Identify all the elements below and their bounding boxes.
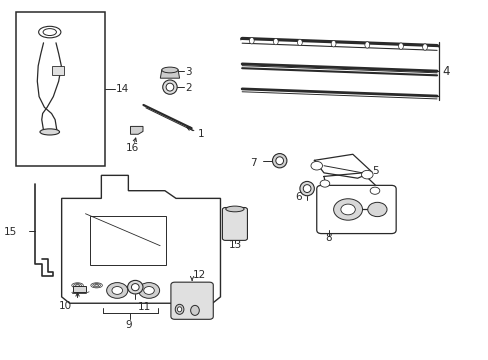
- Circle shape: [143, 287, 154, 294]
- Text: 6: 6: [294, 192, 301, 202]
- Ellipse shape: [422, 44, 427, 50]
- Text: 3: 3: [185, 67, 192, 77]
- Ellipse shape: [297, 39, 302, 46]
- Text: 16: 16: [125, 143, 139, 153]
- Circle shape: [333, 199, 362, 220]
- Polygon shape: [160, 70, 179, 78]
- Ellipse shape: [175, 304, 183, 314]
- FancyBboxPatch shape: [171, 282, 213, 319]
- Ellipse shape: [43, 28, 56, 36]
- Text: 12: 12: [193, 270, 206, 280]
- Bar: [90, 216, 166, 265]
- Circle shape: [369, 187, 379, 194]
- Circle shape: [361, 170, 372, 179]
- Ellipse shape: [273, 39, 278, 45]
- Ellipse shape: [190, 305, 199, 315]
- Circle shape: [112, 287, 122, 294]
- Ellipse shape: [163, 80, 177, 94]
- Ellipse shape: [127, 280, 142, 294]
- Circle shape: [340, 204, 355, 215]
- Text: 10: 10: [59, 301, 72, 311]
- Ellipse shape: [299, 181, 314, 196]
- Text: 14: 14: [115, 84, 128, 94]
- Circle shape: [310, 161, 322, 170]
- Text: 4: 4: [442, 64, 449, 77]
- FancyBboxPatch shape: [316, 185, 395, 234]
- Text: 9: 9: [125, 320, 132, 330]
- Text: 8: 8: [325, 233, 331, 243]
- Ellipse shape: [131, 284, 139, 291]
- FancyBboxPatch shape: [222, 207, 247, 240]
- Circle shape: [367, 202, 386, 217]
- Ellipse shape: [330, 40, 335, 47]
- Text: 11: 11: [138, 302, 151, 312]
- Text: 13: 13: [229, 240, 242, 250]
- Ellipse shape: [398, 43, 403, 49]
- Ellipse shape: [275, 157, 283, 165]
- Ellipse shape: [272, 154, 286, 168]
- Text: 15: 15: [3, 227, 17, 237]
- Ellipse shape: [177, 307, 182, 312]
- Ellipse shape: [225, 206, 244, 212]
- Text: 1: 1: [197, 129, 203, 139]
- Bar: [73, 286, 86, 292]
- Polygon shape: [61, 175, 220, 303]
- Ellipse shape: [303, 185, 310, 193]
- Bar: [51, 66, 64, 75]
- Ellipse shape: [40, 129, 60, 135]
- Ellipse shape: [166, 83, 173, 91]
- Ellipse shape: [249, 37, 254, 44]
- Ellipse shape: [162, 67, 178, 73]
- Bar: [16, 12, 105, 166]
- Polygon shape: [130, 126, 142, 134]
- Circle shape: [106, 283, 127, 298]
- Text: 5: 5: [371, 166, 378, 176]
- Text: 7: 7: [249, 158, 256, 168]
- Ellipse shape: [364, 42, 369, 48]
- Ellipse shape: [39, 26, 61, 38]
- Text: 2: 2: [185, 83, 192, 93]
- Circle shape: [320, 180, 329, 187]
- Circle shape: [138, 283, 159, 298]
